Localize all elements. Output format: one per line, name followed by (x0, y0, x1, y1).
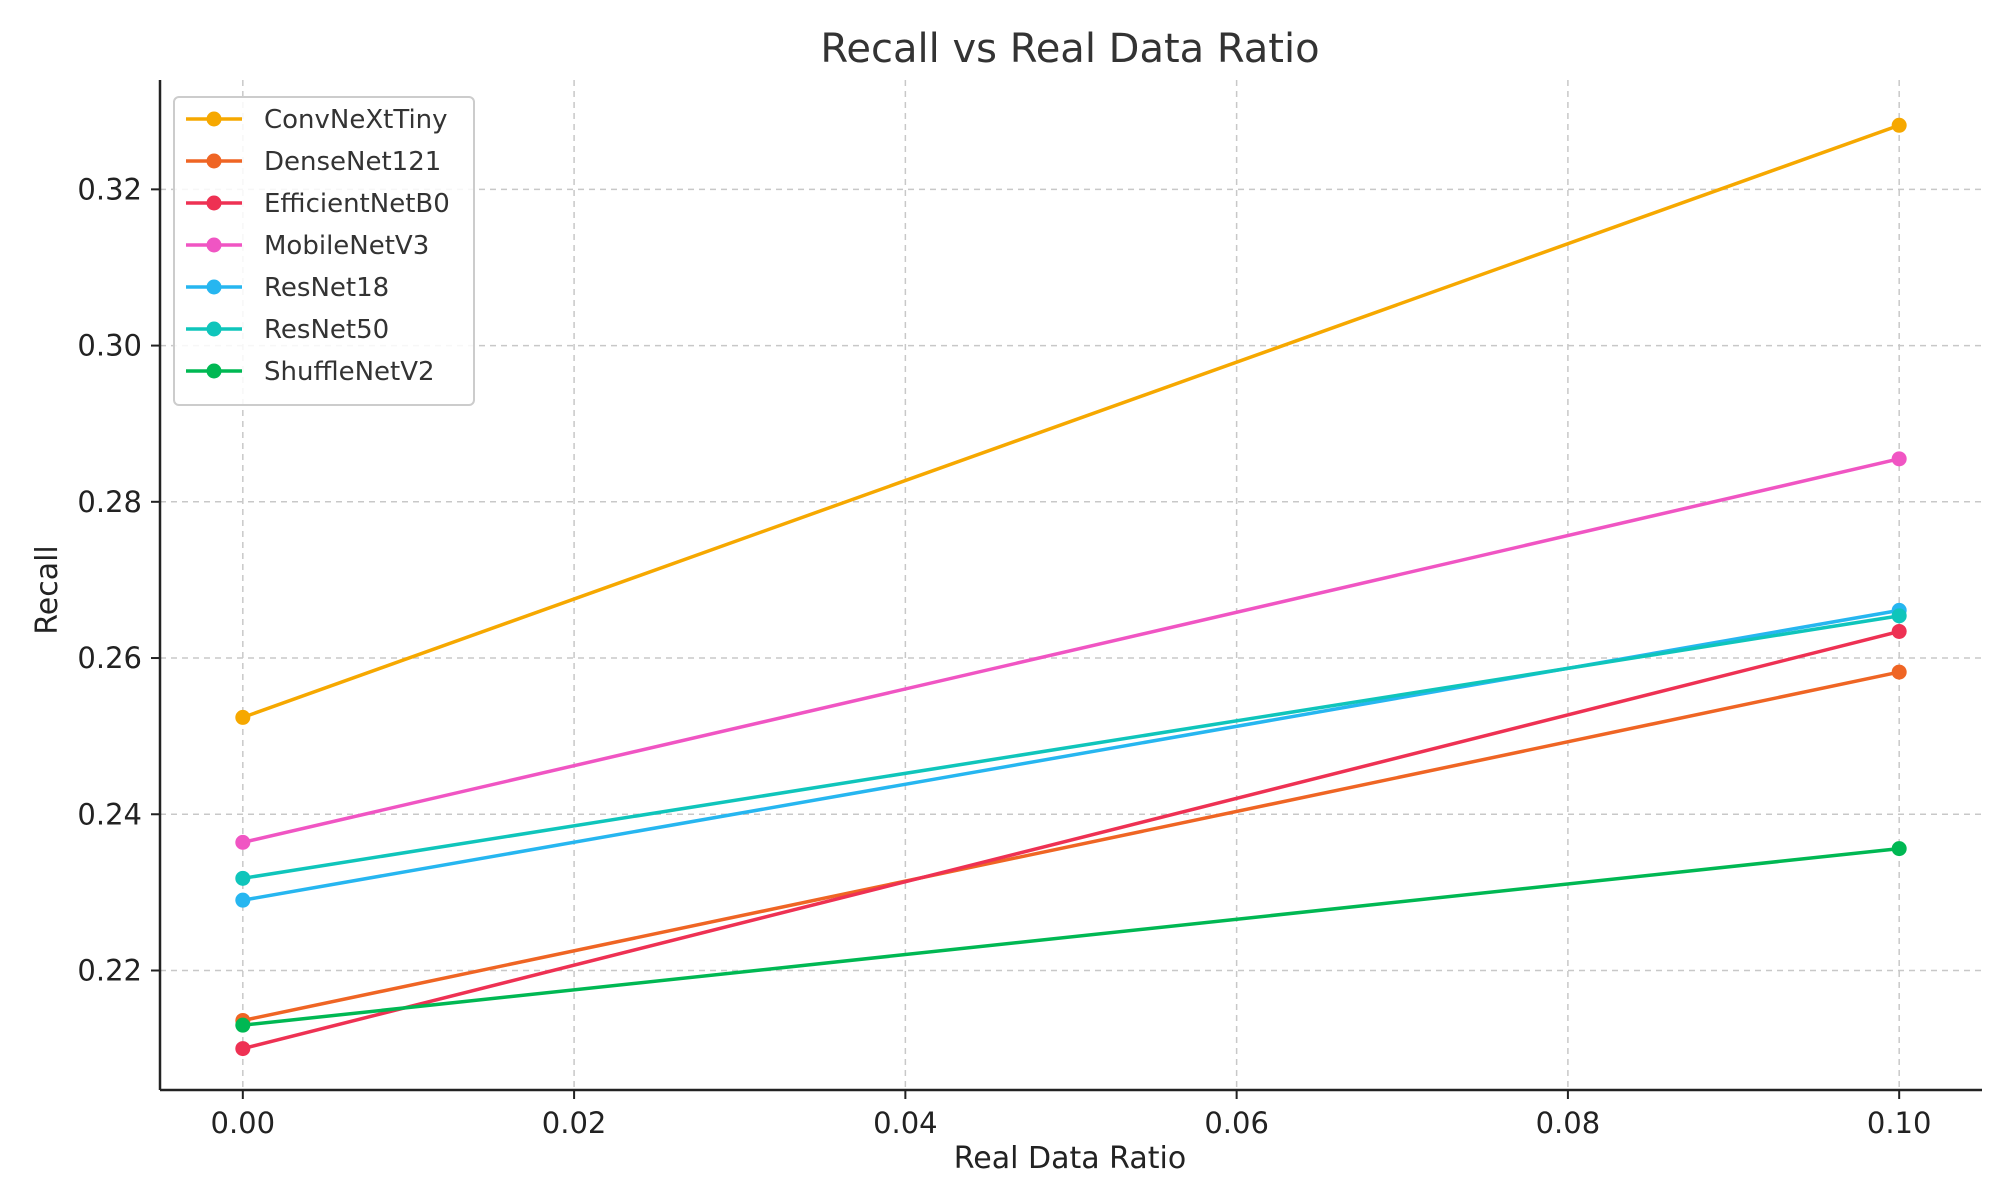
legend-swatch-marker (206, 279, 222, 295)
legend: ConvNeXtTiny DenseNet121 EfficientNetB0 Mob… (173, 96, 475, 406)
data-point (235, 709, 251, 725)
data-point (1891, 451, 1907, 467)
legend-label: DenseNet121 (264, 147, 441, 177)
legend-label: ShuffleNetV2 (264, 357, 435, 387)
series-line (242, 846, 1900, 1027)
y-axis-label: Recall (30, 545, 65, 635)
legend-swatch-marker (206, 153, 222, 169)
legend-box (173, 96, 475, 406)
data-point (1891, 841, 1907, 857)
data-point (1891, 664, 1907, 680)
series-line (242, 123, 1900, 720)
data-point (235, 892, 251, 908)
ticks-layer: 0.00 0.02 0.04 0.06 0.08 0.10 0.22 0.24 0.26 0.28… (77, 172, 1931, 1140)
legend-swatch-marker (206, 321, 222, 337)
series-line (242, 670, 1900, 1023)
series-line (242, 457, 1900, 845)
y-tick-label: 0.32 (77, 172, 142, 206)
legend-label: EfficientNetB0 (264, 189, 450, 219)
data-point (235, 834, 251, 850)
y-tick-label: 0.22 (77, 953, 142, 987)
x-tick-label: 0.00 (211, 1106, 276, 1140)
series-line (242, 614, 1900, 881)
y-tick-label: 0.28 (77, 485, 142, 519)
x-tick-label: 0.02 (542, 1106, 607, 1140)
legend-label: ResNet50 (264, 315, 389, 345)
y-tick-label: 0.26 (77, 641, 142, 675)
legend-label: MobileNetV3 (264, 231, 429, 261)
x-axis-label: Real Data Ratio (954, 1141, 1186, 1176)
data-point (1891, 117, 1907, 133)
legend-swatch-marker (206, 363, 222, 379)
data-point (235, 870, 251, 886)
x-tick-label: 0.08 (1536, 1106, 1601, 1140)
x-tick-label: 0.10 (1867, 1106, 1932, 1140)
chart-title: Recall vs Real Data Ratio (820, 26, 1319, 72)
data-point (1891, 608, 1907, 624)
series-line (242, 629, 1900, 1051)
legend-swatch-marker (206, 195, 222, 211)
data-point (1891, 623, 1907, 639)
data-point (235, 1017, 251, 1033)
legend-label: ResNet18 (264, 273, 389, 303)
y-tick-label: 0.24 (77, 797, 142, 831)
legend-swatch-marker (206, 237, 222, 253)
grid-layer (160, 80, 1982, 1090)
series-layer (235, 117, 1907, 1057)
legend-label: ConvNeXtTiny (264, 105, 448, 135)
x-tick-label: 0.04 (873, 1106, 938, 1140)
y-tick-label: 0.30 (77, 329, 142, 363)
x-tick-label: 0.06 (1204, 1106, 1269, 1140)
axes-layer (158, 80, 1982, 1092)
legend-swatch-marker (206, 111, 222, 127)
data-point (235, 1041, 251, 1057)
